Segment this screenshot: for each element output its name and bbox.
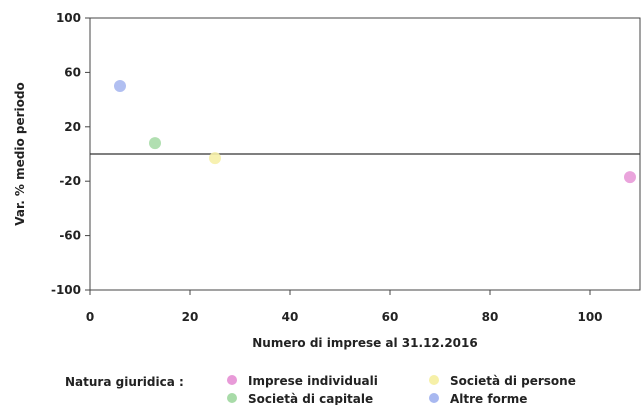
x-tick-label: 20 [182, 310, 199, 324]
x-tick-label: 60 [382, 310, 399, 324]
legend-label-4: Altre forme [450, 392, 527, 405]
data-point-2 [209, 152, 221, 165]
legend-label-1: Imprese individuali [248, 374, 378, 388]
data-points [114, 80, 636, 184]
legend-label-3: Società di capitale [248, 392, 373, 405]
legend-marker-1 [227, 375, 237, 385]
y-tick-label: -60 [59, 229, 81, 243]
axis-ticks: -100 -60 -20 20 60 100 0 20 40 60 80 100 [51, 11, 603, 324]
y-axis-title: Var. % medio periodo [13, 82, 27, 225]
y-tick-label: -100 [51, 283, 81, 297]
data-point-3 [149, 137, 161, 150]
y-tick-label: -20 [59, 174, 81, 188]
y-tick-label: 60 [64, 65, 81, 79]
x-tick-label: 40 [282, 310, 299, 324]
x-tick-label: 0 [86, 310, 94, 324]
legend-marker-3 [227, 393, 237, 403]
legend-label-2: Società di persone [450, 374, 576, 388]
data-point-4 [114, 80, 126, 92]
y-tick-label: 20 [64, 120, 81, 134]
legend-marker-2 [429, 375, 439, 385]
legend-title: Natura giuridica : [65, 375, 184, 389]
data-point-1 [624, 171, 636, 184]
x-tick-label: 80 [482, 310, 499, 324]
legend: Natura giuridica : Imprese individuali So… [65, 374, 576, 405]
legend-marker-4 [429, 393, 439, 403]
x-axis-title: Numero di imprese al 31.12.2016 [252, 336, 477, 350]
x-tick-label: 100 [577, 310, 602, 324]
y-tick-label: 100 [56, 11, 81, 25]
